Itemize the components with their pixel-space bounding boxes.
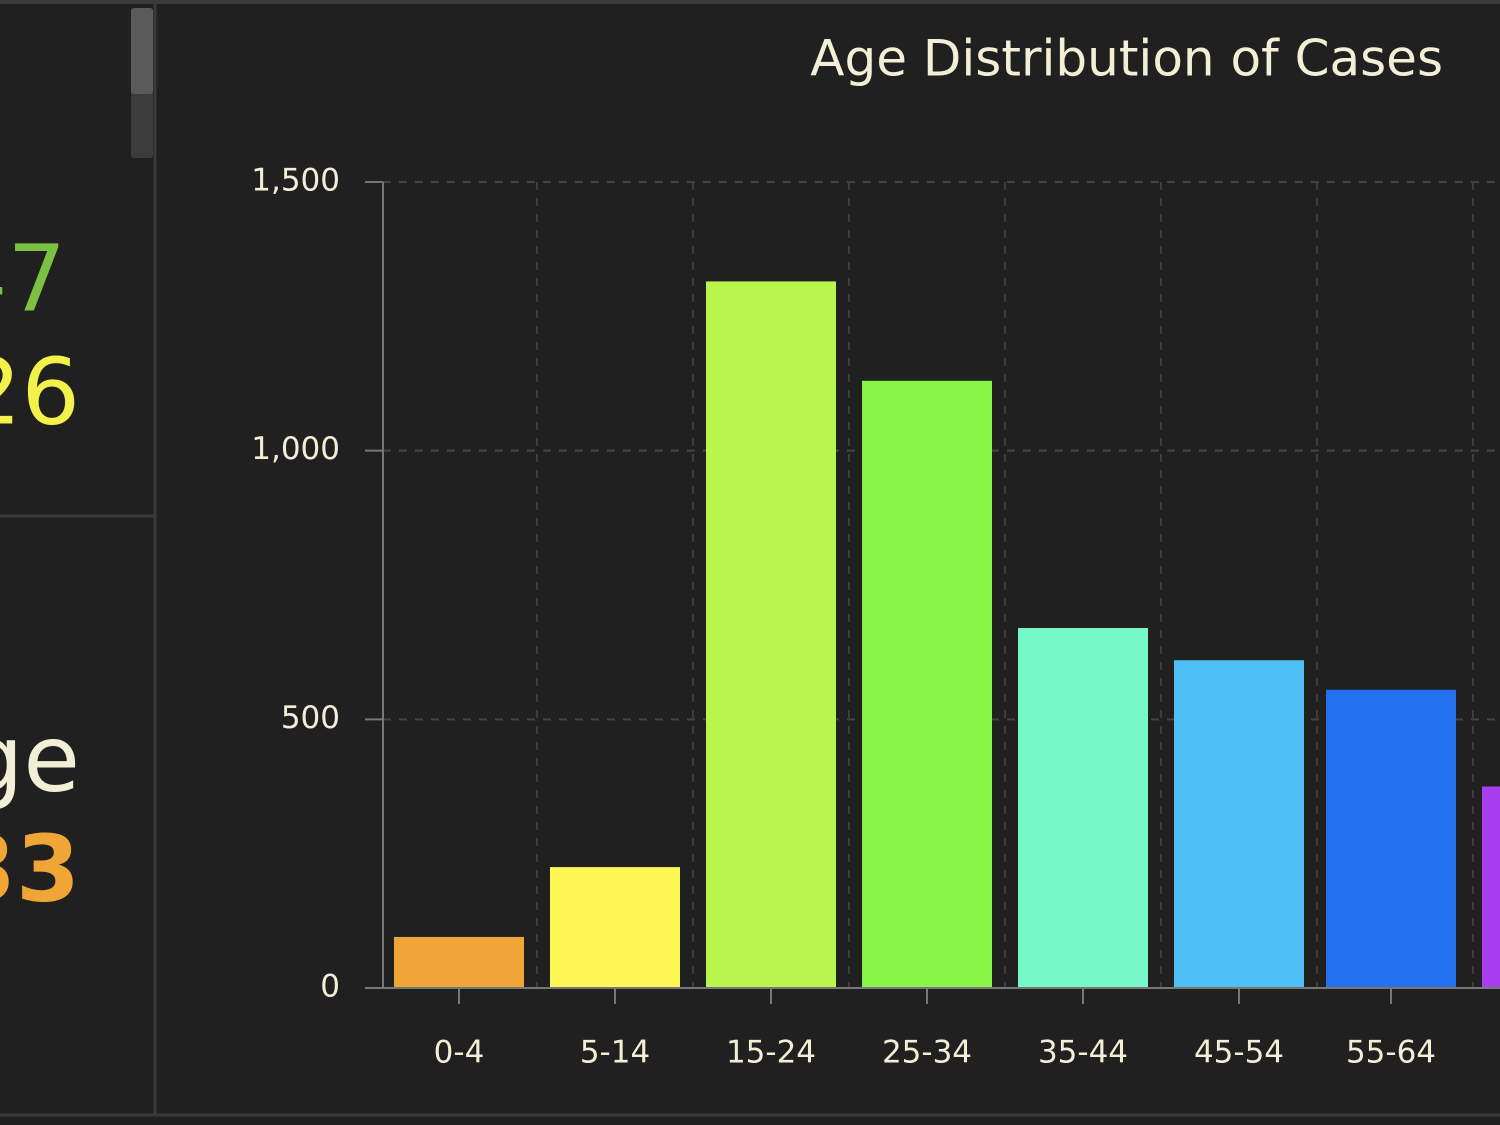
bar xyxy=(1174,660,1304,988)
scrollbar-thumb[interactable] xyxy=(131,8,153,94)
bar xyxy=(862,380,992,988)
sidebar: 4726 ge33 xyxy=(0,225,80,922)
chart-title: Age Distribution of Cases xyxy=(810,30,1443,88)
bar xyxy=(1482,786,1500,988)
x-tick-label: 55-64 xyxy=(1346,1035,1436,1071)
x-tick-label: 25-34 xyxy=(882,1035,972,1071)
bar xyxy=(1326,689,1456,988)
y-tick-label: 500 xyxy=(281,700,340,736)
bar xyxy=(550,867,680,988)
x-tick-label: 15-24 xyxy=(726,1035,816,1071)
x-tick-label: 35-44 xyxy=(1038,1035,1128,1071)
y-tick-label: 0 xyxy=(320,969,340,1005)
stat-text: 47 xyxy=(0,225,66,332)
stat-text: 33 xyxy=(0,815,80,922)
x-tick-label: 0-4 xyxy=(434,1035,485,1071)
y-tick-label: 1,000 xyxy=(251,431,340,467)
x-tick-label: 45-54 xyxy=(1194,1035,1284,1071)
stat-text: 26 xyxy=(0,338,80,445)
plot: 0 500 1,000 1,500 0-4 5-14 15-24 25-34 35-44 45-5… xyxy=(251,163,1500,1071)
bar xyxy=(394,936,524,988)
bar xyxy=(706,281,836,988)
stat-text: ge xyxy=(0,705,80,812)
x-tick-label: 5-14 xyxy=(580,1035,650,1071)
bar xyxy=(1018,627,1148,988)
y-tick-label: 1,500 xyxy=(251,163,340,199)
